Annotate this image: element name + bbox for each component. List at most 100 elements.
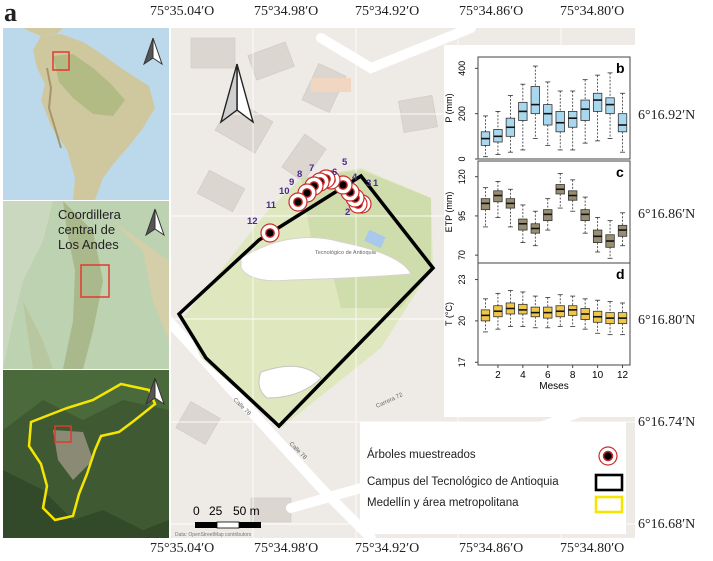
scale-label: 0: [193, 504, 200, 518]
tree-number-label: 8: [297, 169, 302, 180]
tree-marker-icon: [288, 192, 308, 212]
x-tick-label: 6: [545, 370, 551, 381]
north-arrow-icon: [219, 63, 255, 124]
top-longitude-label: 75°34.98′O: [254, 4, 319, 19]
tree-number-label: 3: [366, 178, 371, 189]
y-tick-label: 20: [457, 316, 467, 326]
box-month-6: [543, 81, 553, 146]
latitude-label: 6°16.92′N: [638, 108, 696, 123]
box-month-12: [617, 302, 628, 336]
bottom-longitude-label: 75°35.04′O: [150, 541, 215, 556]
andes-label-line: Coordillera: [58, 207, 121, 222]
box-month-9: [580, 196, 590, 234]
bottom-longitude-label: 75°34.80′O: [560, 541, 625, 556]
box-month-10: [592, 217, 603, 253]
top-longitude-label: 75°34.92′O: [355, 4, 420, 19]
boxplot-panel-d: 17 20 23 T (°C) d 2 4 6 8 10 12 Meses: [444, 262, 631, 392]
tree-number-label: 10: [279, 186, 290, 197]
latitude-label: 6°16.80′N: [638, 313, 696, 328]
top-longitude-label: 75°35.04′O: [150, 4, 215, 19]
legend: Árboles muestreados Campus del Tecnológi…: [360, 422, 626, 534]
north-arrow-icon: [145, 208, 165, 237]
bottom-longitude-label: 75°34.92′O: [355, 541, 420, 556]
box-month-1: [480, 115, 491, 158]
box-month-6: [543, 297, 553, 329]
box-month-12: [617, 212, 628, 247]
legend-label: Medellín y área metropolitana: [367, 497, 519, 509]
inset-locator-box: [52, 51, 70, 71]
y-axis-label: P (mm): [444, 93, 454, 122]
box-month-7: [555, 173, 565, 209]
box-month-2: [493, 292, 503, 330]
north-arrow-icon: [143, 37, 163, 66]
box-month-2: [493, 111, 503, 155]
y-axis-label: T (°C): [444, 302, 454, 326]
plot-frame: [477, 160, 631, 264]
andes-label-line: central de: [58, 222, 116, 237]
scale-bar: [195, 521, 261, 529]
box-month-4: [518, 204, 528, 244]
panel-label: a: [4, 0, 17, 27]
metro-area-outline: [27, 382, 157, 522]
box-month-1: [480, 298, 491, 333]
box-month-3: [505, 188, 516, 228]
scale-label: 50 m: [233, 504, 260, 518]
box-month-5: [530, 210, 540, 247]
tree-number-label: 5: [342, 157, 348, 168]
y-axis-label: ETP (mm): [444, 192, 454, 233]
tree-marker-icon: [598, 446, 618, 466]
y-tick-label: 17: [457, 357, 467, 367]
box-month-10: [592, 299, 603, 334]
x-tick-label: 4: [520, 370, 526, 381]
tree-number-label: 4: [352, 172, 358, 183]
x-tick-label: 2: [495, 370, 501, 381]
top-longitude-label: 75°34.80′O: [560, 4, 625, 19]
box-month-1: [480, 187, 491, 228]
x-tick-label: 12: [617, 370, 629, 381]
tree-number-label: 2: [345, 207, 350, 218]
box-month-8: [568, 90, 578, 151]
top-longitude-label: 75°34.86′O: [459, 4, 524, 19]
panel-letter: c: [616, 164, 624, 180]
plot-frame: [477, 262, 631, 366]
latitude-label: 6°16.86′N: [638, 207, 696, 222]
scale-label: 25: [209, 504, 223, 518]
tree-number-label: 7: [309, 163, 314, 174]
box-month-5: [530, 65, 540, 139]
inset-locator-box: [54, 425, 72, 443]
legend-symbols: [594, 446, 624, 514]
box-month-11: [605, 301, 615, 336]
box-month-8: [568, 295, 578, 327]
panel-letter: b: [616, 60, 625, 76]
box-month-11: [605, 220, 615, 259]
inset-locator-box: [80, 264, 110, 298]
legend-label: Árboles muestreados: [367, 449, 476, 461]
andes-inset: [3, 201, 169, 369]
place-label: Tecnológico de Antioquia: [315, 250, 377, 256]
box-month-4: [518, 83, 528, 151]
attribution-text: Data: OpenStreetMap contributors: [175, 532, 252, 538]
box-month-11: [605, 72, 615, 139]
box-month-4: [518, 291, 528, 327]
box-month-7: [555, 90, 565, 151]
box-month-9: [580, 79, 590, 144]
south-america-inset: [3, 28, 169, 200]
y-tick-label: 70: [457, 250, 467, 260]
box-month-9: [580, 298, 590, 330]
satellite-inset: [3, 370, 169, 538]
tree-number-label: 9: [289, 177, 294, 188]
box-month-3: [505, 290, 516, 327]
metro-box-icon: [594, 495, 624, 514]
y-tick-label: 0: [457, 156, 467, 161]
box-month-5: [530, 295, 540, 329]
panel-letter: d: [616, 266, 625, 282]
box-month-6: [543, 198, 553, 231]
campus-box-icon: [594, 473, 624, 492]
box-month-2: [493, 180, 503, 218]
box-month-8: [568, 179, 578, 212]
andes-label-line: Los Andes: [58, 237, 119, 252]
box-month-3: [505, 95, 516, 153]
